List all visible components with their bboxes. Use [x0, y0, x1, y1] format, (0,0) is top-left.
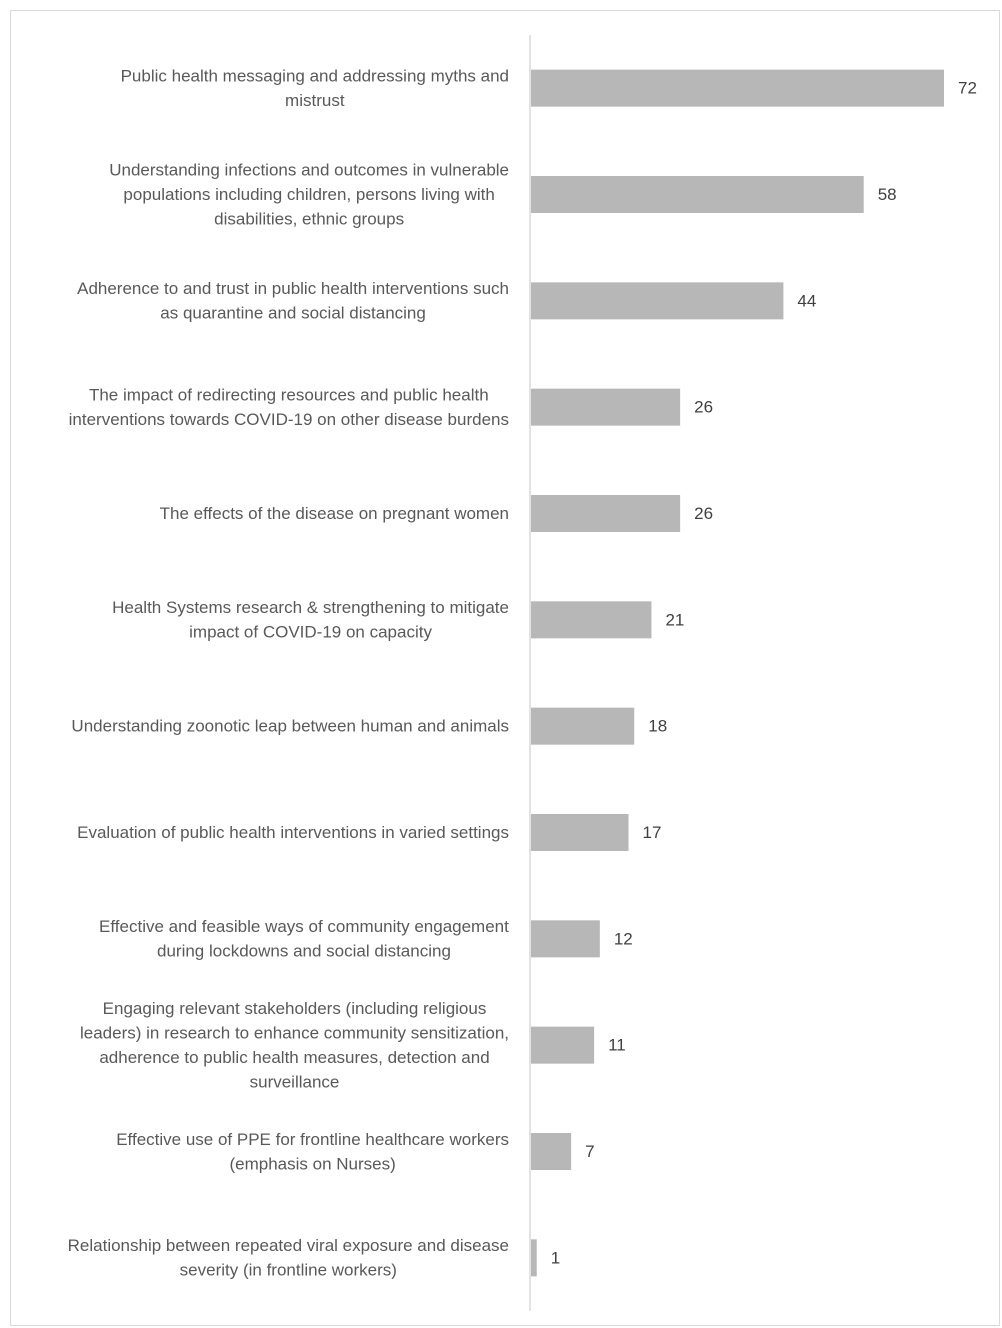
category-label-8: Evaluation of public health intervention… [77, 823, 509, 842]
category-label-line: Understanding infections and outcomes in… [109, 161, 509, 180]
chart-frame: Public health messaging and addressing m… [10, 10, 1000, 1326]
value-label-5: 26 [694, 504, 713, 523]
bar-7 [531, 707, 635, 745]
value-label-4: 26 [694, 398, 713, 417]
value-label-12: 1 [551, 1248, 560, 1267]
value-label-7: 18 [648, 717, 667, 736]
bar-4 [531, 388, 681, 426]
category-label-10: Engaging relevant stakeholders (includin… [80, 999, 509, 1091]
category-label-2: Understanding infections and outcomes in… [109, 161, 509, 229]
category-label-line: populations including children, persons … [123, 185, 494, 204]
category-label-7: Understanding zoonotic leap between huma… [71, 717, 509, 736]
category-label-line: Health Systems research & strengthening … [112, 598, 509, 617]
category-label-line: (emphasis on Nurses) [229, 1154, 395, 1173]
category-label-line: disabilities, ethnic groups [214, 210, 404, 229]
bar-1 [531, 69, 944, 107]
value-label-2: 58 [878, 185, 897, 204]
category-labels-group: Public health messaging and addressing m… [68, 66, 509, 1279]
bar-12 [531, 1239, 537, 1277]
category-label-1: Public health messaging and addressing m… [121, 66, 509, 110]
value-label-6: 21 [665, 610, 684, 629]
category-label-line: interventions towards COVID-19 on other … [69, 410, 509, 429]
value-label-9: 12 [614, 929, 633, 948]
bar-10 [531, 1026, 595, 1064]
bar-11 [531, 1133, 572, 1170]
value-labels-group: 72 58 44 26 26 21 18 17 12 11 7 1 [551, 79, 977, 1268]
category-label-line: during lockdowns and social distancing [157, 942, 451, 961]
bar-5 [531, 495, 681, 532]
category-label-11: Effective use of PPE for frontline healt… [116, 1130, 509, 1174]
bar-chart: Public health messaging and addressing m… [68, 35, 977, 1311]
category-label-6: Health Systems research & strengthening … [112, 598, 509, 642]
bar-2 [531, 176, 864, 213]
bars-group [531, 69, 944, 1277]
value-label-11: 7 [585, 1142, 594, 1161]
category-label-line: impact of COVID-19 on capacity [189, 623, 432, 642]
category-label-line: as quarantine and social distancing [160, 304, 426, 323]
category-label-line: Public health messaging and addressing m… [121, 66, 509, 85]
category-label-line: Effective and feasible ways of community… [99, 917, 509, 936]
category-label-line: adherence to public health measures, det… [99, 1048, 489, 1067]
category-label-5: The effects of the disease on pregnant w… [160, 504, 509, 523]
category-label-line: Understanding zoonotic leap between huma… [71, 717, 509, 736]
category-label-4: The impact of redirecting resources and … [69, 385, 509, 429]
category-label-line: Relationship between repeated viral expo… [68, 1236, 509, 1255]
value-label-10: 11 [608, 1036, 626, 1055]
category-label-line: Adherence to and trust in public health … [77, 279, 509, 298]
category-label-line: mistrust [285, 91, 345, 110]
bar-8 [531, 814, 629, 851]
category-label-line: severity (in frontline workers) [180, 1261, 397, 1280]
category-label-9: Effective and feasible ways of community… [99, 917, 509, 961]
category-label-12: Relationship between repeated viral expo… [68, 1236, 509, 1280]
category-label-line: Effective use of PPE for frontline healt… [116, 1130, 509, 1149]
category-label-line: The effects of the disease on pregnant w… [160, 504, 509, 523]
category-label-3: Adherence to and trust in public health … [77, 279, 509, 323]
category-label-line: Engaging relevant stakeholders (includin… [103, 999, 487, 1018]
bar-6 [531, 601, 652, 639]
category-label-line: surveillance [250, 1072, 340, 1091]
category-label-line: Evaluation of public health intervention… [77, 823, 509, 842]
bar-9 [531, 920, 600, 958]
bar-3 [531, 282, 784, 320]
value-label-3: 44 [797, 291, 816, 310]
value-label-1: 72 [958, 79, 977, 98]
category-label-line: leaders) in research to enhance communit… [80, 1023, 509, 1042]
value-label-8: 17 [643, 823, 662, 842]
category-label-line: The impact of redirecting resources and … [89, 385, 489, 404]
